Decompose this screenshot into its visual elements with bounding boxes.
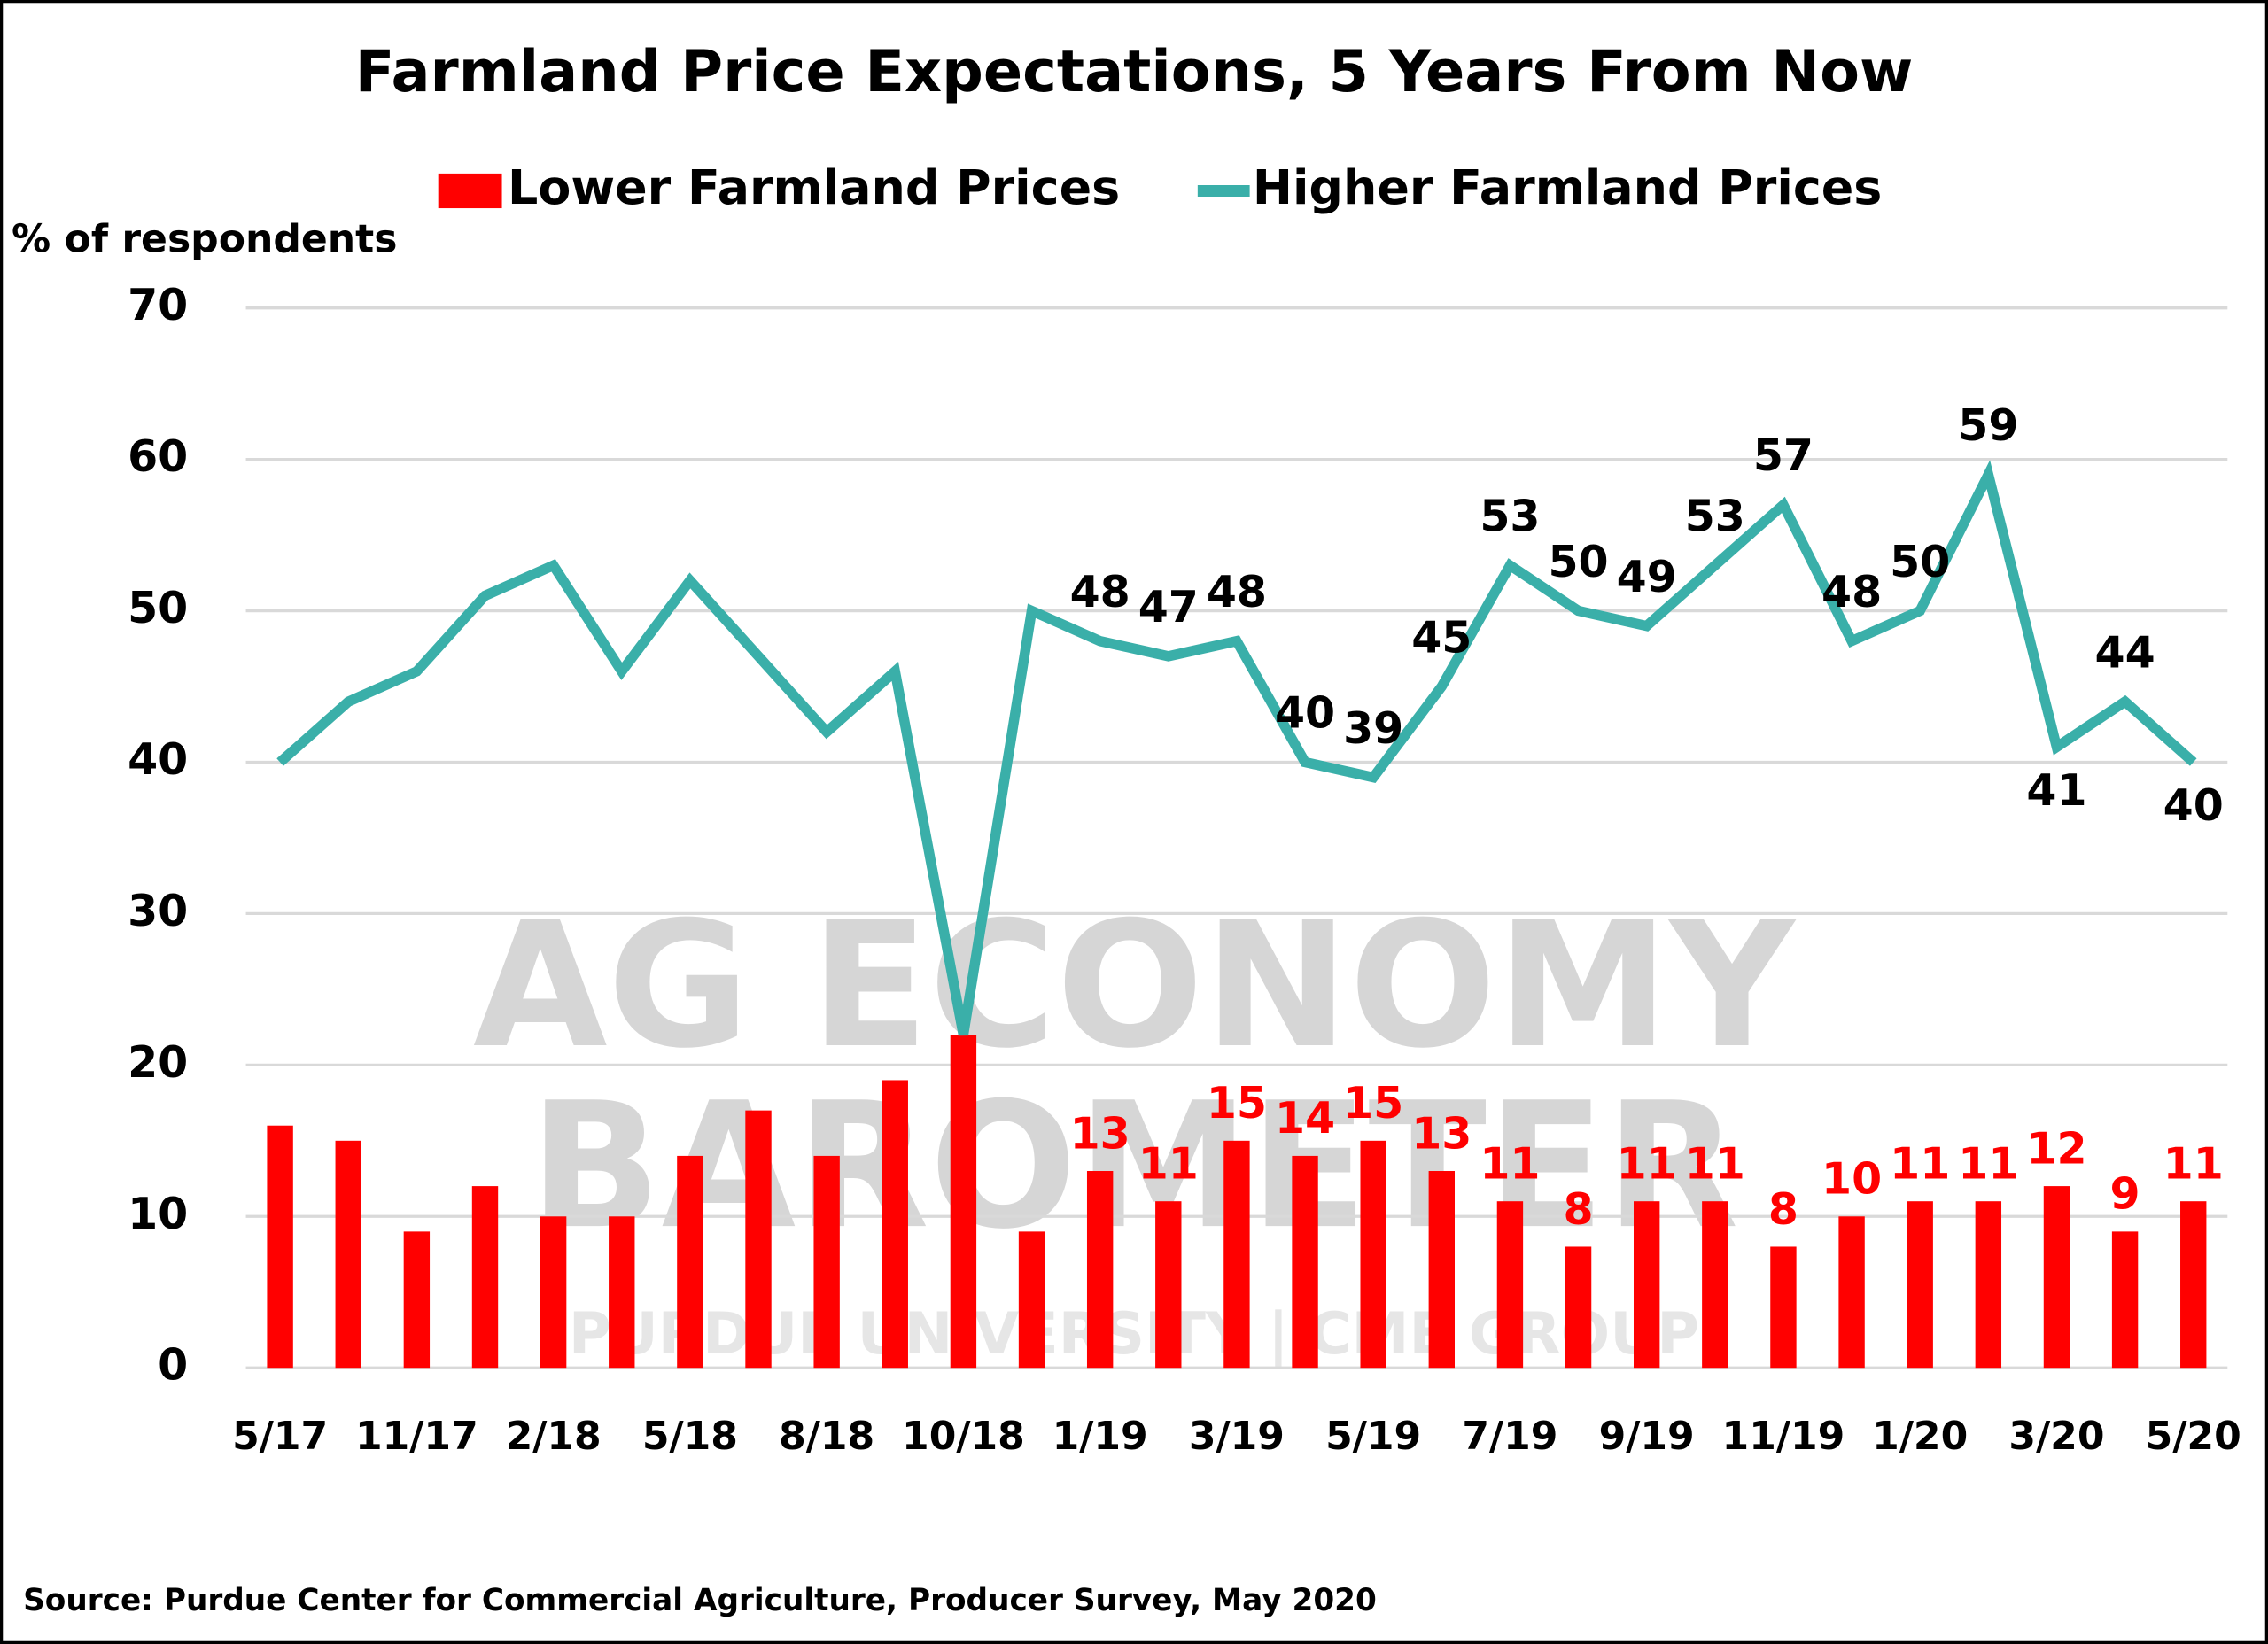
data-label: 40 bbox=[2163, 780, 2224, 831]
data-label: 57 bbox=[1753, 430, 1814, 481]
watermark: PURDUE UNIVERSITY | CME GROUP bbox=[569, 1300, 1699, 1369]
bar bbox=[1086, 1171, 1114, 1369]
bar bbox=[267, 1125, 293, 1369]
data-label: 11 bbox=[1480, 1139, 1540, 1190]
bar bbox=[2180, 1201, 2207, 1369]
data-label: 13 bbox=[1411, 1108, 1472, 1159]
bar bbox=[1360, 1140, 1386, 1369]
x-tick-label: 5/17 bbox=[232, 1414, 328, 1459]
data-label: 47 bbox=[1138, 582, 1199, 632]
legend-swatch bbox=[438, 173, 502, 209]
data-label: 15 bbox=[1207, 1078, 1267, 1128]
bar bbox=[1018, 1231, 1045, 1369]
legend-label: Higher Farmland Prices bbox=[1253, 159, 1882, 215]
data-label: 13 bbox=[1070, 1108, 1130, 1159]
bar bbox=[609, 1216, 635, 1369]
chart-title: Farmland Price Expectations, 5 Years Fro… bbox=[355, 38, 1914, 105]
x-tick-label: 5/18 bbox=[642, 1414, 738, 1459]
data-label: 10 bbox=[1821, 1154, 1882, 1205]
bar bbox=[1565, 1246, 1592, 1369]
data-label: 44 bbox=[2095, 627, 2155, 678]
data-label: 12 bbox=[2026, 1123, 2086, 1174]
data-label: 11 bbox=[1958, 1139, 2018, 1190]
y-tick-label: 0 bbox=[158, 1340, 188, 1391]
data-label: 50 bbox=[1890, 537, 1950, 587]
x-tick-label: 5/19 bbox=[1325, 1414, 1421, 1459]
x-tick-label: 8/18 bbox=[779, 1414, 874, 1459]
watermark: BAROMETER bbox=[529, 1066, 1738, 1268]
data-label: 8 bbox=[1768, 1184, 1798, 1235]
data-label: 48 bbox=[1821, 567, 1882, 617]
x-tick-label: 2/18 bbox=[506, 1414, 602, 1459]
data-label: 53 bbox=[1480, 492, 1540, 542]
bar bbox=[745, 1110, 772, 1369]
x-tick-label: 11/17 bbox=[355, 1414, 478, 1459]
y-tick-label: 60 bbox=[128, 431, 188, 482]
bar bbox=[1975, 1201, 2002, 1369]
bar bbox=[950, 1035, 977, 1369]
bar bbox=[1907, 1201, 1933, 1369]
bar bbox=[2111, 1231, 2139, 1369]
y-tick-label: 10 bbox=[128, 1189, 188, 1239]
x-tick-label: 1/19 bbox=[1052, 1414, 1148, 1459]
bar bbox=[1428, 1171, 1455, 1369]
data-label: 48 bbox=[1207, 567, 1267, 617]
bar bbox=[1702, 1201, 1728, 1369]
data-label: 48 bbox=[1070, 567, 1130, 617]
x-tick-label: 7/19 bbox=[1462, 1414, 1557, 1459]
data-label: 15 bbox=[1343, 1078, 1403, 1128]
data-label: 50 bbox=[1548, 537, 1608, 587]
bar bbox=[403, 1231, 431, 1369]
data-label: 49 bbox=[1617, 552, 1677, 602]
x-tick-label: 1/20 bbox=[1872, 1414, 1968, 1459]
bar bbox=[1770, 1246, 1797, 1369]
bar bbox=[1223, 1140, 1250, 1369]
legend-label: Lower Farmland Prices bbox=[508, 159, 1120, 215]
data-label: 11 bbox=[2163, 1139, 2224, 1190]
bar bbox=[335, 1140, 361, 1369]
y-tick-label: 50 bbox=[128, 583, 188, 633]
bar bbox=[1633, 1201, 1660, 1369]
source: Source: Purdue Center for Commercial Agr… bbox=[23, 1583, 1377, 1618]
bar bbox=[813, 1155, 840, 1369]
x-tick-label: 9/19 bbox=[1599, 1414, 1695, 1459]
x-tick-label: 3/19 bbox=[1189, 1414, 1285, 1459]
y-tick-label: 70 bbox=[128, 280, 188, 330]
data-label: 11 bbox=[1685, 1139, 1745, 1190]
data-label: 40 bbox=[1275, 688, 1335, 739]
data-label: 8 bbox=[1564, 1184, 1594, 1235]
data-label: 11 bbox=[1138, 1139, 1199, 1190]
bar bbox=[471, 1186, 499, 1369]
x-tick-label: 5/20 bbox=[2146, 1414, 2241, 1459]
bar bbox=[1838, 1216, 1865, 1369]
data-label: 45 bbox=[1411, 612, 1472, 663]
line bbox=[276, 460, 2197, 1036]
y-tick-label: 40 bbox=[128, 734, 188, 785]
x-tick-label: 3/20 bbox=[2008, 1414, 2104, 1459]
data-label: 9 bbox=[2110, 1169, 2140, 1220]
y-axis-label: % of respondents bbox=[12, 217, 397, 262]
bar bbox=[1496, 1201, 1524, 1369]
bar bbox=[2043, 1186, 2070, 1369]
data-label: 59 bbox=[1958, 400, 2018, 451]
x-tick-label: 10/18 bbox=[902, 1414, 1025, 1459]
bar bbox=[1155, 1201, 1182, 1369]
data-label: 11 bbox=[1890, 1139, 1950, 1190]
y-tick-label: 20 bbox=[128, 1037, 188, 1088]
data-label: 14 bbox=[1275, 1093, 1335, 1144]
bar bbox=[882, 1080, 908, 1369]
y-tick-label: 30 bbox=[128, 886, 188, 936]
data-label: 11 bbox=[1617, 1139, 1677, 1190]
watermark: AG ECONOMY bbox=[473, 885, 1797, 1087]
data-label: 39 bbox=[1343, 703, 1403, 754]
data-label: 53 bbox=[1685, 492, 1745, 542]
bar bbox=[677, 1155, 703, 1369]
bar bbox=[540, 1216, 567, 1369]
bar bbox=[1292, 1155, 1318, 1369]
data-label: 41 bbox=[2026, 765, 2086, 816]
x-tick-label: 11/19 bbox=[1722, 1414, 1845, 1459]
